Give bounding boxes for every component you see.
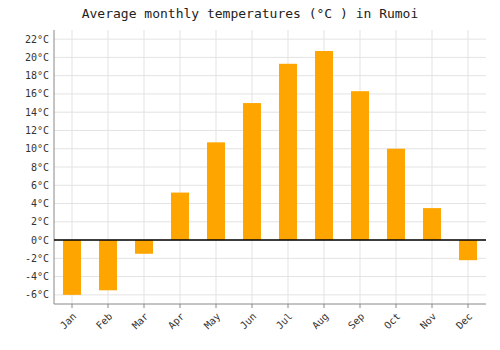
x-tick-label: Oct: [382, 311, 403, 332]
x-tick-label: May: [202, 311, 223, 332]
x-tick: [216, 304, 217, 308]
y-grid-line: [54, 185, 486, 186]
bars: [63, 51, 477, 295]
y-tick-label: 10°C: [25, 143, 49, 154]
x-tick: [180, 304, 181, 308]
x-tick: [396, 304, 397, 308]
x-tick-label: Nov: [418, 311, 439, 332]
bar: [279, 64, 297, 240]
y-axis-line: [54, 30, 55, 304]
bar: [351, 91, 369, 240]
y-tick-label: -6°C: [25, 289, 49, 300]
x-tick: [432, 304, 433, 308]
y-tick-label: -4°C: [25, 271, 49, 282]
x-tick: [324, 304, 325, 308]
y-tick-label: 16°C: [25, 88, 49, 99]
x-axis-line: [54, 304, 486, 305]
title: Average monthly temperatures (°C ) in Ru…: [82, 6, 419, 21]
chart-container: -6°C -4°C -2°C 0°C 2°C 4°C 6°C 8°C 10°C 12°C 14°C 1…: [0, 0, 500, 350]
x-tick-label: Dec: [454, 311, 475, 332]
x-tick-label: Jan: [58, 311, 79, 332]
y-tick-label: 22°C: [25, 34, 49, 45]
x-tick-label: Aug: [310, 311, 331, 332]
y-tick-label: 12°C: [25, 125, 49, 136]
x-tick: [288, 304, 289, 308]
y-grid-line: [54, 221, 486, 222]
y-grid-line: [54, 93, 486, 94]
axes: -6°C -4°C -2°C 0°C 2°C 4°C 6°C 8°C 10°C 12°C 14°C 1…: [25, 30, 486, 331]
y-grid-line: [54, 203, 486, 204]
y-tick-label: 6°C: [31, 180, 49, 191]
y-grid-line: [54, 112, 486, 113]
bar: [423, 208, 441, 240]
y-grid-line: [54, 75, 486, 76]
y-grid-line: [54, 57, 486, 58]
bar: [99, 240, 117, 290]
y-grid-line: [54, 258, 486, 259]
x-grid-line: [432, 30, 433, 304]
y-grid-line: [54, 276, 486, 277]
bar: [243, 103, 261, 240]
bar: [207, 142, 225, 240]
x-tick-label: Sep: [346, 311, 367, 332]
y-tick-label: 18°C: [25, 70, 49, 81]
y-grid-line: [54, 130, 486, 131]
x-tick: [144, 304, 145, 308]
y-tick-label: -2°C: [25, 253, 49, 264]
bar: [315, 51, 333, 240]
y-tick-label: 4°C: [31, 198, 49, 209]
y-grid-line: [54, 39, 486, 40]
x-grid-line: [144, 30, 145, 304]
y-tick-label: 8°C: [31, 162, 49, 173]
y-grid-line: [54, 167, 486, 168]
y-tick-label: 14°C: [25, 107, 49, 118]
bar: [63, 240, 81, 295]
x-grid-line: [468, 30, 469, 304]
x-tick: [252, 304, 253, 308]
bar: [171, 193, 189, 240]
y-tick-label: 0°C: [31, 235, 49, 246]
bar: [459, 240, 477, 260]
grid: [54, 30, 486, 304]
x-grid-line: [180, 30, 181, 304]
x-tick: [72, 304, 73, 308]
x-tick-label: Jun: [238, 311, 259, 332]
zero-line: [54, 239, 486, 241]
bar: [135, 240, 153, 254]
y-tick-label: 20°C: [25, 52, 49, 63]
x-tick-label: Mar: [130, 311, 151, 332]
x-tick: [468, 304, 469, 308]
y-tick-label: 2°C: [31, 216, 49, 227]
y-grid-line: [54, 148, 486, 149]
y-grid-line: [54, 240, 486, 241]
x-tick-label: Feb: [94, 311, 115, 332]
chart: -6°C -4°C -2°C 0°C 2°C 4°C 6°C 8°C 10°C 12°C 14°C 1…: [0, 0, 500, 350]
x-tick: [108, 304, 109, 308]
x-tick-label: Apr: [166, 311, 187, 332]
bar: [387, 149, 405, 240]
x-tick-label: Jul: [274, 311, 295, 332]
y-grid-line: [54, 294, 486, 295]
x-tick: [360, 304, 361, 308]
